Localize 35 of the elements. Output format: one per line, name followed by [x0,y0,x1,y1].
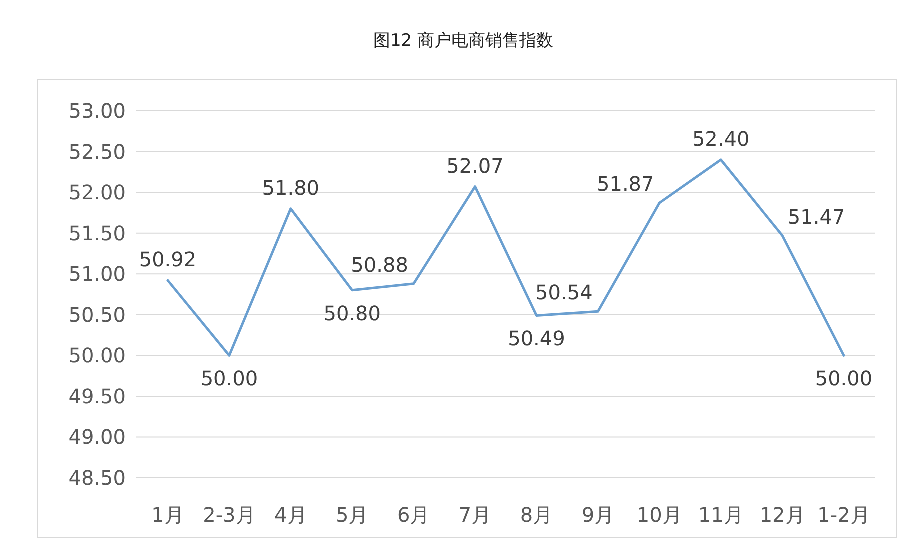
data-label: 50.88 [351,252,408,277]
data-label: 50.54 [536,280,593,305]
data-label: 50.00 [815,366,873,391]
data-label: 50.00 [200,366,258,391]
y-tick-label: 50.00 [68,344,126,368]
y-tick-label: 52.50 [68,140,126,164]
y-tick-label: 53.00 [68,99,126,123]
x-tick-label: 4月 [274,503,308,527]
data-label: 51.80 [262,176,320,200]
y-tick-label: 52.00 [68,180,126,205]
y-tick-label: 50.50 [68,302,126,327]
y-tick-label: 51.50 [68,221,126,246]
data-label: 50.49 [508,326,566,351]
x-tick-label: 1-2月 [818,503,870,527]
data-label: 52.40 [692,126,750,151]
data-label: 50.80 [324,301,381,326]
y-tick-label: 48.50 [68,466,126,490]
x-tick-label: 6月 [397,503,430,527]
data-label: 52.07 [446,154,504,178]
x-tick-label: 2-3月 [203,503,256,527]
y-tick-label: 51.00 [68,262,126,286]
x-tick-label: 9月 [582,503,615,527]
x-tick-label: 5月 [336,503,369,527]
y-tick-label: 49.00 [68,425,126,450]
x-tick-label: 11月 [698,503,744,527]
x-tick-label: 8月 [520,503,554,527]
data-label: 51.87 [597,172,654,196]
chart-title: 图12 商户电商销售指数 [373,31,554,51]
x-tick-label: 1月 [152,503,184,527]
x-tick-label: 10月 [636,503,682,527]
x-tick-label: 7月 [458,503,492,527]
data-label: 51.47 [788,204,846,229]
y-tick-label: 49.50 [68,384,126,408]
x-tick-label: 12月 [760,503,806,527]
data-label: 50.92 [139,248,197,272]
